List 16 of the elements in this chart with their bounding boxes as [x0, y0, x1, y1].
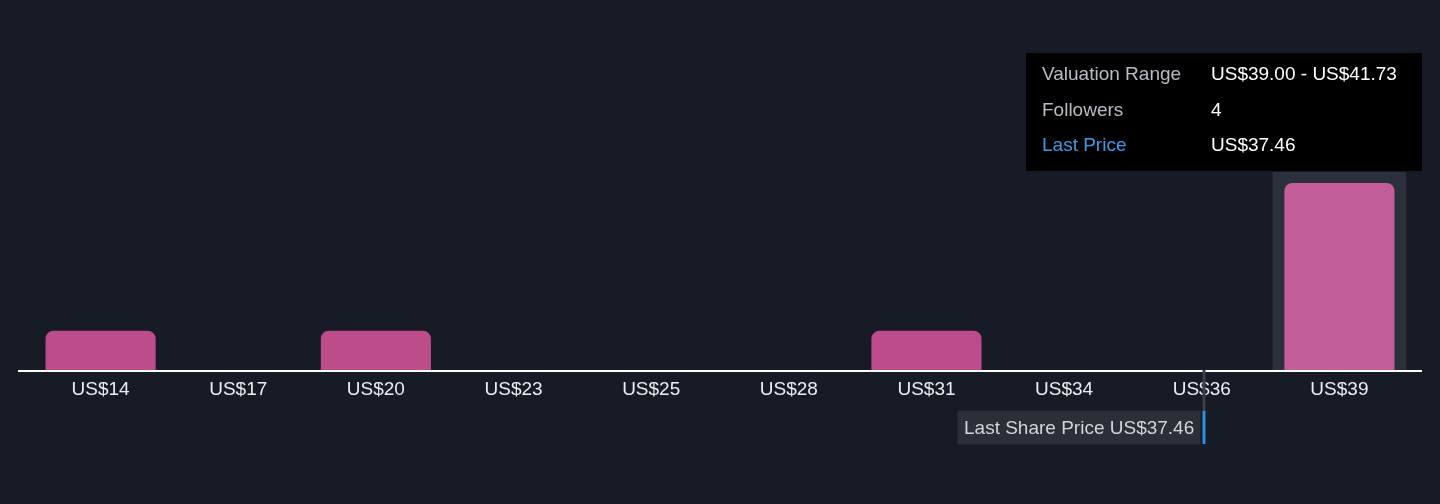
- x-tick-label: US$34: [1035, 377, 1094, 399]
- text: 4: [1211, 99, 1222, 120]
- x-tick-label: US$14: [71, 377, 131, 399]
- text: Followers: [1042, 99, 1124, 120]
- text: Last Share Price US$37.46: [964, 417, 1195, 438]
- text: Last Price: [1042, 134, 1127, 155]
- text: Valuation Range: [1042, 63, 1182, 84]
- x-tick-label: US$17: [209, 377, 268, 399]
- x-tick-label: US$23: [484, 377, 543, 399]
- text: US$37.46: [1211, 134, 1296, 155]
- x-tick-label: US$31: [897, 377, 956, 399]
- x-tick-label: US$39: [1310, 377, 1369, 399]
- x-tick-label: US$25: [622, 377, 681, 399]
- text: US$39.00 - US$41.73: [1211, 63, 1397, 84]
- x-tick-label: US$28: [759, 377, 818, 399]
- x-tick-label: US$20: [346, 377, 405, 399]
